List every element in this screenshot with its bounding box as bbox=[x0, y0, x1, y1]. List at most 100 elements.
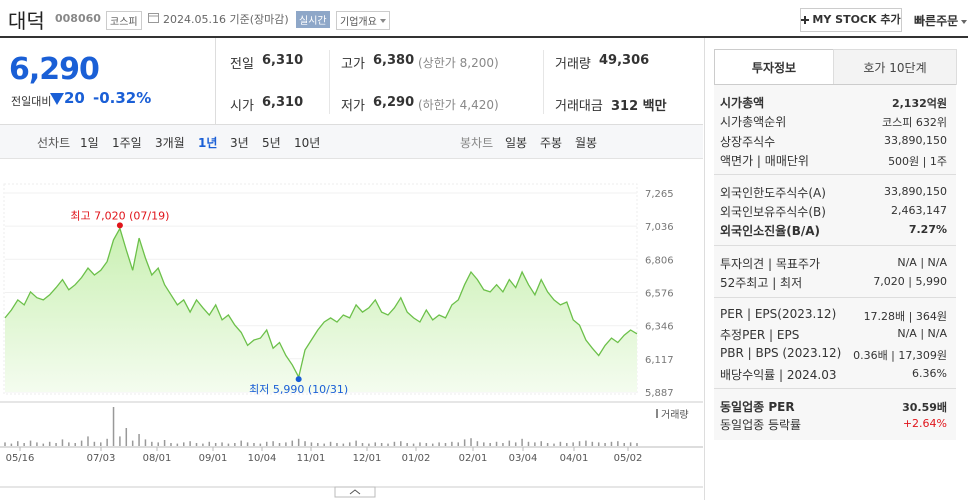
stock-code: 008060 bbox=[55, 12, 101, 25]
tab-period[interactable]: 1주일 bbox=[112, 136, 142, 150]
collapse-icon bbox=[349, 489, 361, 495]
x-tick-label: 10/04 bbox=[248, 453, 277, 464]
volume-bar bbox=[463, 439, 466, 446]
volume-bar bbox=[629, 442, 632, 446]
volume-bar bbox=[304, 441, 306, 446]
volume-bar bbox=[112, 407, 115, 446]
tab-period[interactable]: 1일 bbox=[80, 136, 99, 150]
summary-label: 거래대금 bbox=[555, 99, 603, 114]
volume-bar bbox=[585, 440, 587, 446]
info-value: 30.59배 bbox=[902, 401, 947, 414]
overview-button[interactable]: 기업개요 bbox=[336, 11, 390, 30]
volume-bar bbox=[495, 441, 498, 446]
info-value: +2.64% bbox=[902, 417, 947, 430]
divider bbox=[543, 50, 544, 114]
quick-order[interactable]: 빠른주문 bbox=[914, 12, 968, 29]
volume-bar bbox=[412, 443, 415, 446]
collapse-button[interactable] bbox=[334, 486, 376, 498]
y-tick-label: 6,576 bbox=[645, 289, 674, 300]
realtime-badge[interactable]: 실시간 bbox=[296, 11, 330, 28]
volume-bar bbox=[240, 440, 242, 446]
header-rule bbox=[0, 36, 968, 38]
summary-label: 전일 bbox=[230, 57, 254, 72]
volume-bar bbox=[597, 442, 600, 446]
divider bbox=[329, 50, 330, 114]
y-tick-label: 6,346 bbox=[645, 322, 674, 333]
volume-bar bbox=[297, 438, 300, 446]
info-value: 33,890,150 bbox=[884, 185, 947, 198]
mystock-button[interactable]: MY STOCK 추가 bbox=[800, 8, 902, 32]
volume-bar bbox=[406, 443, 408, 446]
volume-bar bbox=[559, 441, 562, 446]
section-rule bbox=[714, 245, 956, 246]
volume-bar bbox=[195, 443, 198, 446]
volume-bar bbox=[68, 442, 70, 446]
info-label: 외국인보유주식수(B) bbox=[720, 205, 826, 219]
info-tab-label: 투자정보 bbox=[751, 61, 797, 75]
summary-value: 6,290 bbox=[373, 95, 415, 110]
volume-bar bbox=[336, 443, 338, 446]
dropdown-arrow bbox=[961, 19, 968, 24]
volume-bar bbox=[617, 441, 619, 446]
info-tab[interactable] bbox=[714, 49, 834, 84]
volume-bar bbox=[425, 443, 428, 446]
tab-period[interactable]: 3개월 bbox=[155, 136, 185, 150]
y-tick-label: 6,806 bbox=[645, 255, 674, 266]
tab-period[interactable]: 10년 bbox=[294, 136, 321, 150]
volume-bar bbox=[591, 441, 594, 446]
info-panel-bg bbox=[714, 85, 956, 440]
volume-bar bbox=[553, 443, 555, 446]
volume-bar bbox=[61, 439, 64, 446]
volume-bar bbox=[227, 443, 230, 446]
tab-period[interactable]: 1년 bbox=[198, 136, 218, 150]
summary-value: 6,380 bbox=[373, 53, 415, 68]
quick-order-text: 빠른주문 bbox=[914, 14, 959, 28]
section-rule bbox=[714, 297, 956, 298]
tab-period[interactable]: 3년 bbox=[230, 136, 249, 150]
volume-label: 거래량 bbox=[661, 409, 689, 421]
x-tick-label: 12/01 bbox=[353, 453, 382, 464]
volume-bar bbox=[42, 443, 45, 446]
volume-bar bbox=[610, 441, 613, 446]
volume-bar bbox=[138, 434, 140, 446]
y-tick-label: 7,265 bbox=[645, 189, 674, 200]
volume-bar bbox=[419, 442, 421, 446]
volume-bar bbox=[144, 439, 147, 446]
summary-label: 고가 bbox=[341, 57, 365, 72]
price-line bbox=[4, 226, 638, 379]
volume-bar bbox=[393, 441, 396, 446]
base-date: 2024.05.16 기준(장마감) bbox=[163, 13, 289, 26]
volume-bar bbox=[508, 440, 511, 446]
stock-name: 대덕 bbox=[8, 9, 45, 33]
volume-bar bbox=[457, 442, 460, 446]
chart-tab-bar bbox=[0, 125, 703, 159]
volume-bar bbox=[285, 442, 287, 446]
volume-bar bbox=[36, 442, 38, 446]
summary-value: 312 백만 bbox=[611, 99, 667, 114]
info-label: 시가총액 bbox=[720, 96, 765, 110]
info-value: 33,890,150 bbox=[884, 134, 947, 147]
volume-legend-icon bbox=[656, 409, 658, 418]
x-tick-label: 05/16 bbox=[6, 453, 35, 464]
tab-period[interactable]: 월봉 bbox=[575, 136, 598, 150]
tab-period[interactable]: 5년 bbox=[262, 136, 281, 150]
stock-chart: 7,265 7,036 6,806 6,576 6,346 6,117 5,887 최고 7,… bbox=[0, 183, 703, 498]
info-label: 동일업종 PER bbox=[720, 400, 795, 414]
info-label: PER | EPS(2023.12) bbox=[720, 307, 837, 321]
info-label: 추정PER | EPS bbox=[720, 328, 800, 342]
volume-bar bbox=[4, 442, 6, 446]
mystock-text: MY STOCK 추가 bbox=[812, 13, 901, 26]
volume-bar bbox=[342, 443, 345, 446]
x-tick-label: 08/01 bbox=[143, 453, 172, 464]
info-value: 0.36배 | 17,309원 bbox=[853, 349, 947, 362]
tab-period[interactable]: 일봉 bbox=[505, 136, 528, 150]
info-value: N/A | N/A bbox=[897, 256, 947, 269]
volume-bar bbox=[189, 441, 191, 446]
tab-period[interactable]: 주봉 bbox=[540, 136, 563, 150]
info-value: 17.28배 | 364원 bbox=[863, 310, 947, 323]
volume-bar bbox=[572, 442, 574, 446]
volume-bar bbox=[476, 441, 479, 446]
volume-bar bbox=[636, 443, 638, 446]
volume-bar bbox=[540, 441, 542, 446]
